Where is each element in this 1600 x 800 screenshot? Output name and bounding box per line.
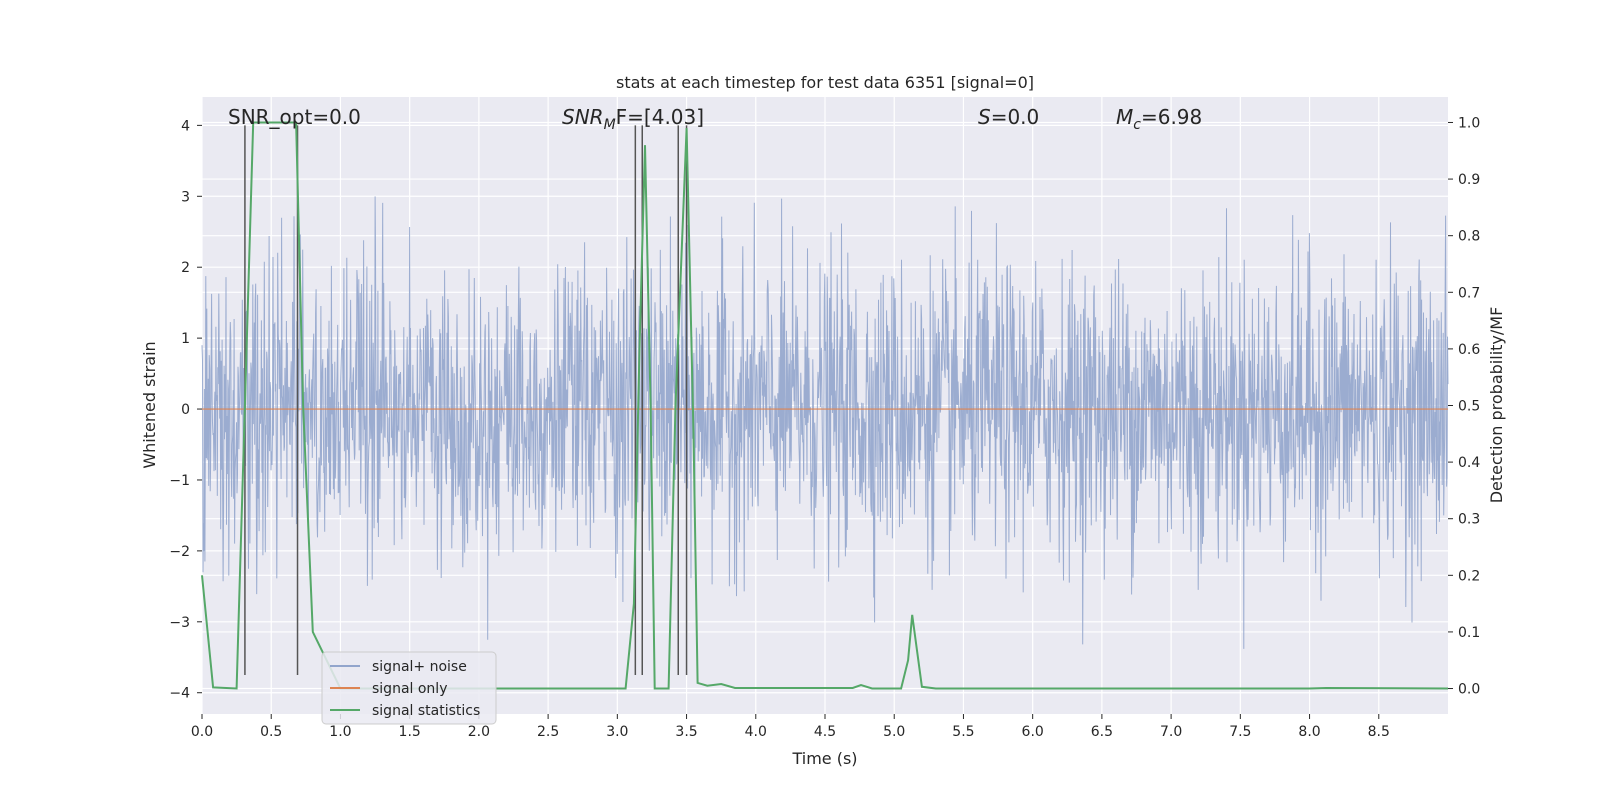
y-axis-label-right: Detection probability/MF	[1487, 307, 1506, 504]
x-tick-label: 3.0	[606, 724, 628, 740]
annotation-s: S=0.0	[978, 105, 1039, 129]
y-left-tick-label: 4	[181, 118, 190, 134]
x-tick-label: 1.5	[399, 724, 421, 740]
legend: signal+ noise signal only signal statist…	[321, 651, 497, 725]
y-left-tick-label: −1	[169, 473, 190, 489]
annotation-mc-main: M	[1116, 105, 1133, 129]
annotation-snr-mf: SNRMF=[4.03]	[562, 105, 704, 133]
y-right-tick-label: 0.0	[1458, 682, 1480, 698]
x-tick-label: 1.0	[329, 724, 351, 740]
y-right-tick-label: 0.7	[1458, 285, 1480, 301]
legend-label-signal-statistics: signal statistics	[372, 703, 480, 719]
x-tick-label: 0.5	[260, 724, 282, 740]
y-right-tick-label: 1.0	[1458, 115, 1480, 131]
legend-box	[321, 651, 497, 725]
y-ticks-right: 1.0 0.9 0.8 0.7 0.6 0.5 0.4 0.3 0.2 0.1 0.0	[1448, 115, 1480, 698]
x-tick-label: 6.5	[1091, 724, 1113, 740]
x-tick-label: 2.5	[537, 724, 559, 740]
y-left-tick-label: 0	[181, 402, 190, 418]
y-axis-label-left: Whitened strain	[140, 341, 159, 468]
x-tick-label: 4.0	[745, 724, 767, 740]
y-left-tick-label: −2	[169, 544, 190, 560]
y-left-tick-label: 1	[181, 331, 190, 347]
x-tick-label: 5.5	[952, 724, 974, 740]
annotation-mc: Mc=6.98	[1116, 105, 1202, 133]
x-tick-label: 4.5	[814, 724, 836, 740]
x-axis-label: Time (s)	[791, 749, 857, 768]
y-ticks-left: 4 3 2 1 0 −1 −2 −3 −4	[169, 118, 202, 702]
y-left-tick-label: 2	[181, 260, 190, 276]
annotation-snr-mf-rest: F=[4.03]	[616, 105, 704, 129]
annotation-mc-rest: =6.98	[1141, 105, 1202, 129]
legend-label-signal-noise: signal+ noise	[372, 659, 467, 675]
signal-noise-line	[201, 196, 1449, 649]
y-right-tick-label: 0.5	[1458, 399, 1480, 415]
x-tick-label: 8.0	[1298, 724, 1320, 740]
y-right-tick-label: 0.4	[1458, 455, 1480, 471]
series-signal-noise	[201, 196, 1449, 649]
x-tick-label: 6.0	[1022, 724, 1044, 740]
x-tick-label: 5.0	[883, 724, 905, 740]
annotation-snr-mf-sub: M	[604, 117, 616, 133]
x-tick-label: 2.0	[468, 724, 490, 740]
x-tick-label: 8.5	[1368, 724, 1390, 740]
annotation-s-rest: =0.0	[991, 105, 1040, 129]
y-right-tick-label: 0.9	[1458, 172, 1480, 188]
x-ticks: 0.0 0.5 1.0 1.5 2.0 2.5 3.0 3.5 4.0 4.5 5.0 5.5 6.0 6…	[191, 714, 1390, 740]
y-right-tick-label: 0.1	[1458, 625, 1480, 641]
series-signal-statistics	[201, 121, 1449, 690]
y-right-tick-label: 0.2	[1458, 568, 1480, 584]
signal-statistics-line	[201, 121, 1449, 690]
y-left-tick-label: 3	[181, 189, 190, 205]
legend-label-signal-only: signal only	[372, 681, 447, 697]
annotation-snr-opt: SNR_opt=0.0	[228, 105, 361, 129]
x-tick-label: 0.0	[191, 724, 213, 740]
y-left-tick-label: −3	[169, 615, 190, 631]
y-left-tick-label: −4	[169, 686, 190, 702]
chart-title: stats at each timestep for test data 635…	[616, 73, 1034, 92]
y-right-tick-label: 0.8	[1458, 229, 1480, 245]
annotation-s-main: S	[978, 105, 991, 129]
y-right-tick-label: 0.3	[1458, 512, 1480, 528]
annotation-mc-sub: c	[1133, 117, 1141, 133]
annotation-snr-mf-main: SNR	[562, 105, 604, 129]
y-right-tick-label: 0.6	[1458, 342, 1480, 358]
x-tick-label: 7.0	[1160, 724, 1182, 740]
x-tick-label: 7.5	[1229, 724, 1251, 740]
x-tick-label: 3.5	[675, 724, 697, 740]
